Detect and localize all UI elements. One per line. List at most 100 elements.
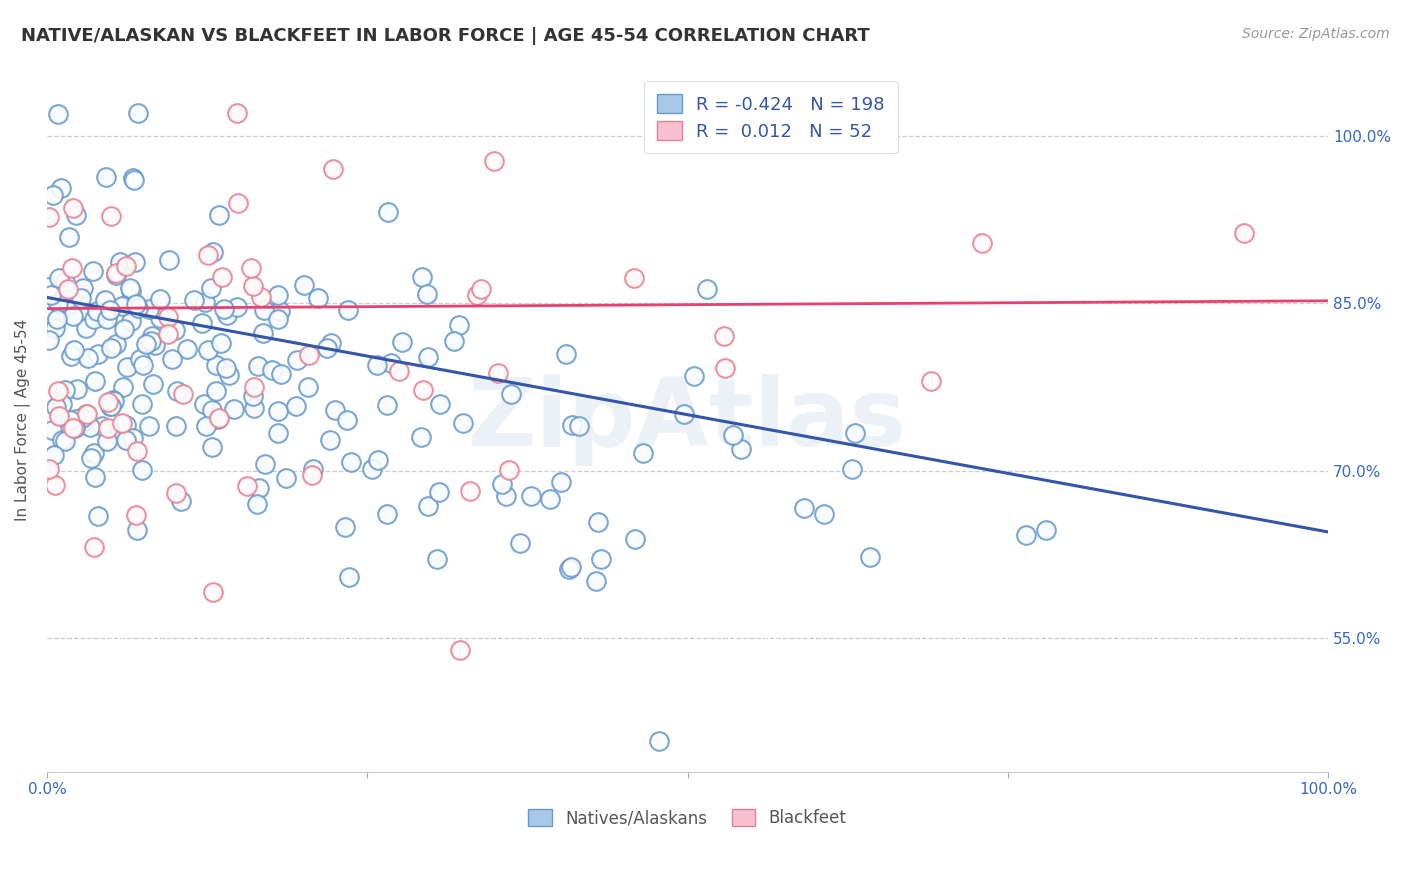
Point xyxy=(243,380,266,394)
Point xyxy=(204,384,226,398)
Point xyxy=(555,347,578,361)
Point xyxy=(38,462,60,476)
Point xyxy=(207,411,229,425)
Point xyxy=(793,501,815,516)
Point xyxy=(550,475,572,489)
Point xyxy=(44,321,66,335)
Point xyxy=(367,452,389,467)
Point xyxy=(70,411,93,425)
Point xyxy=(183,293,205,308)
Point xyxy=(337,570,360,584)
Point xyxy=(65,412,87,426)
Point xyxy=(170,494,193,508)
Point xyxy=(416,350,439,364)
Point xyxy=(75,320,97,334)
Point xyxy=(53,434,76,449)
Point xyxy=(55,275,77,289)
Point xyxy=(104,268,127,282)
Point xyxy=(100,209,122,223)
Point xyxy=(183,293,205,308)
Point xyxy=(465,288,488,302)
Point xyxy=(82,264,104,278)
Point xyxy=(204,384,226,398)
Text: Source: ZipAtlas.com: Source: ZipAtlas.com xyxy=(1241,27,1389,41)
Point xyxy=(46,296,69,310)
Point xyxy=(226,301,249,315)
Point xyxy=(323,403,346,417)
Point xyxy=(319,336,342,351)
Point xyxy=(243,401,266,415)
Point xyxy=(96,434,118,449)
Point xyxy=(104,266,127,280)
Point xyxy=(366,358,388,372)
Point xyxy=(70,411,93,425)
Point xyxy=(143,337,166,351)
Point xyxy=(682,369,704,384)
Point xyxy=(859,549,882,564)
Point xyxy=(157,310,180,325)
Point xyxy=(83,541,105,555)
Point xyxy=(96,311,118,326)
Point xyxy=(39,288,62,302)
Point xyxy=(39,288,62,302)
Point xyxy=(197,343,219,357)
Point xyxy=(122,172,145,186)
Point xyxy=(451,417,474,431)
Point xyxy=(841,462,863,476)
Point xyxy=(76,351,98,366)
Point xyxy=(124,255,146,269)
Point xyxy=(111,299,134,313)
Point xyxy=(236,478,259,492)
Point xyxy=(491,477,513,491)
Point xyxy=(94,293,117,307)
Point xyxy=(58,230,80,244)
Point xyxy=(339,455,361,469)
Point xyxy=(633,446,655,460)
Point xyxy=(586,516,609,530)
Point xyxy=(79,420,101,434)
Point xyxy=(131,397,153,411)
Point xyxy=(813,507,835,521)
Point xyxy=(115,418,138,433)
Point xyxy=(83,374,105,388)
Point xyxy=(98,399,121,413)
Point xyxy=(103,393,125,408)
Point xyxy=(120,314,142,328)
Point xyxy=(105,336,128,351)
Point xyxy=(58,298,80,312)
Point xyxy=(108,254,131,268)
Point xyxy=(558,562,581,576)
Point xyxy=(222,401,245,416)
Point xyxy=(96,311,118,326)
Point xyxy=(443,334,465,349)
Point xyxy=(447,318,470,332)
Point xyxy=(87,508,110,523)
Point xyxy=(1232,226,1254,240)
Point xyxy=(207,208,229,222)
Point xyxy=(426,551,449,566)
Point xyxy=(429,397,451,411)
Point xyxy=(555,347,578,361)
Point xyxy=(458,484,481,499)
Point xyxy=(96,434,118,449)
Point xyxy=(48,270,70,285)
Point xyxy=(98,399,121,413)
Point xyxy=(112,322,135,336)
Point xyxy=(970,235,993,250)
Point xyxy=(191,316,214,330)
Point xyxy=(45,400,67,414)
Point xyxy=(128,352,150,367)
Point xyxy=(375,398,398,412)
Point xyxy=(51,397,73,411)
Point xyxy=(267,426,290,441)
Point xyxy=(217,308,239,322)
Point xyxy=(63,343,86,357)
Point xyxy=(298,348,321,362)
Point xyxy=(427,484,450,499)
Point xyxy=(37,279,59,293)
Point xyxy=(100,209,122,223)
Point xyxy=(499,386,522,401)
Point xyxy=(72,281,94,295)
Point xyxy=(97,394,120,409)
Point xyxy=(538,491,561,506)
